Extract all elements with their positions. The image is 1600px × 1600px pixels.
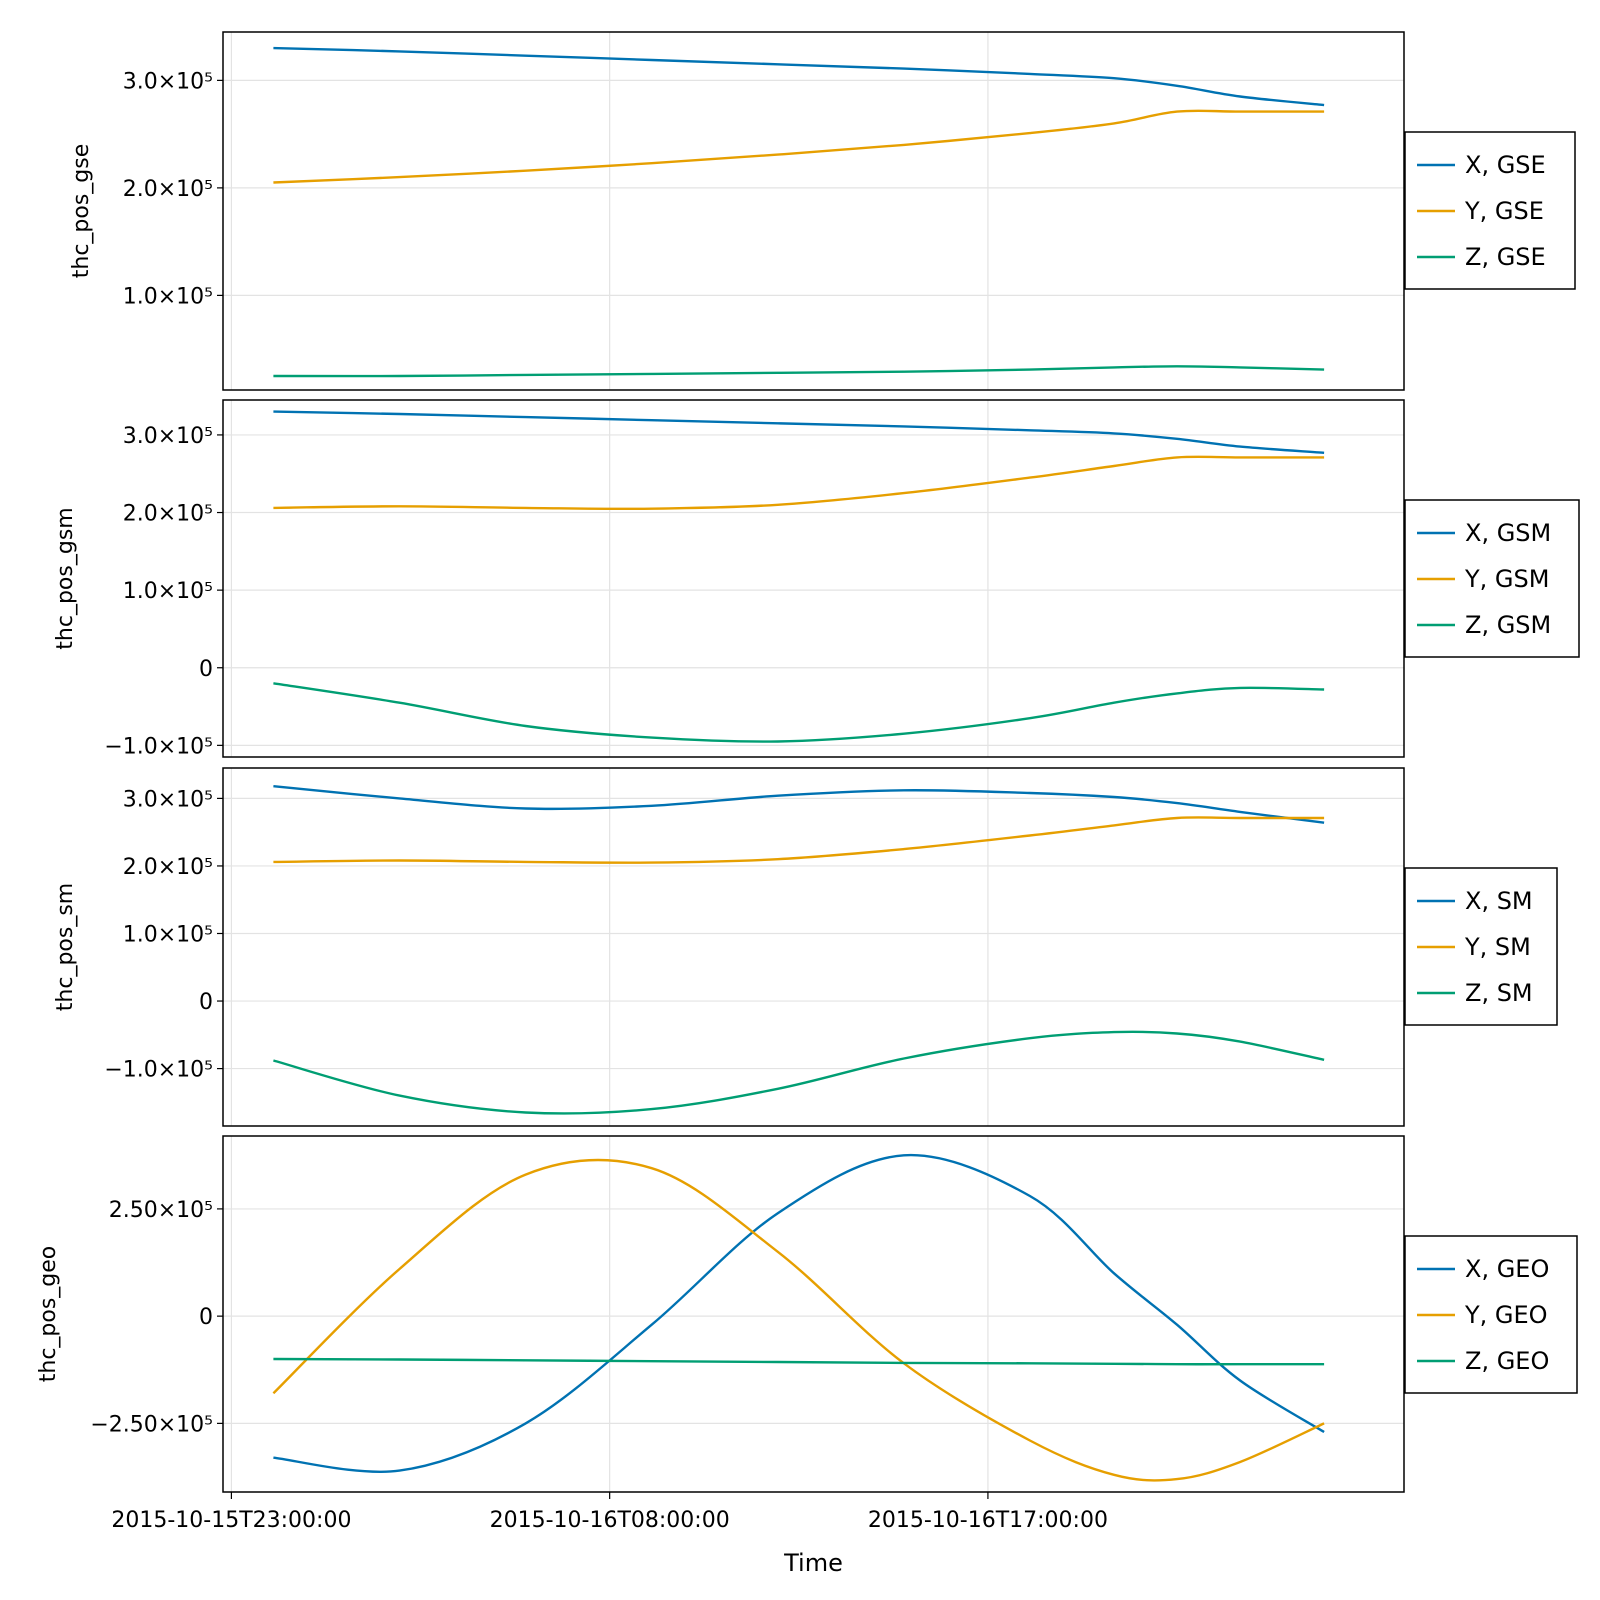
legend-label: X, GEO [1465,1255,1549,1283]
y-tick-label: 2.0×10⁵ [123,855,213,880]
series-line-x-sm [273,785,1325,824]
plot-frame [222,767,1405,1127]
y-tick-label: −1.0×10⁵ [104,1058,213,1083]
y-tick-label: 3.0×10⁵ [123,69,213,94]
legend-label: Z, GSE [1465,243,1546,271]
y-tick-label: 1.0×10⁵ [123,922,213,947]
y-axis-label: thc_pos_gsm [53,507,78,649]
x-tick-label: 2015-10-16T17:00:00 [868,1508,1108,1533]
series-line-y-gsm [273,455,1325,511]
y-tick-label: 3.0×10⁵ [123,424,213,449]
series-line-y-geo [272,1158,1325,1482]
plot-frame [222,31,1405,391]
series-line-z-sm [273,1030,1325,1115]
y-tick-label: 3.0×10⁵ [123,787,213,812]
series-line-x-gse [273,46,1325,107]
series-line-y-sm [273,816,1325,864]
plot-frame [222,1135,1405,1493]
series-line-y-gse [273,109,1325,184]
series-line-z-geo [273,1357,1325,1366]
y-tick-label: 2.0×10⁵ [123,177,213,202]
series-line-x-gsm [273,410,1325,454]
y-axis-label: thc_pos_gse [69,144,94,279]
y-axis-label: thc_pos_sm [53,883,78,1011]
legend-label: Y, GSM [1464,565,1549,593]
legend-label: X, SM [1465,887,1533,915]
legend-label: Z, GSM [1465,611,1551,639]
y-tick-label: 2.50×10⁵ [109,1198,213,1223]
plot-frame [222,399,1405,758]
series-line-x-geo [273,1153,1325,1473]
y-tick-label: 0 [199,1305,213,1330]
legend-label: Y, GEO [1464,1301,1548,1329]
y-tick-label: −1.0×10⁵ [104,734,213,759]
y-tick-label: 0 [199,657,213,682]
x-tick-label: 2015-10-16T08:00:00 [490,1508,730,1533]
legend-label: Y, SM [1464,933,1531,961]
legend-label: Z, SM [1465,979,1533,1007]
x-tick-label: 2015-10-15T23:00:00 [111,1508,351,1533]
legend-label: X, GSE [1465,151,1546,179]
y-tick-label: 1.0×10⁵ [123,284,213,309]
legend-label: Z, GEO [1465,1347,1549,1375]
y-tick-label: 0 [199,990,213,1015]
legend-label: X, GSM [1465,519,1551,547]
x-axis-label: Time [783,1549,843,1577]
y-tick-label: −2.50×10⁵ [90,1412,213,1437]
series-line-z-gse [273,365,1325,378]
series-line-z-gsm [273,682,1325,743]
y-axis-label: thc_pos_geo [36,1246,61,1383]
y-tick-label: 2.0×10⁵ [123,502,213,527]
y-tick-label: 1.0×10⁵ [123,579,213,604]
legend-label: Y, GSE [1464,197,1544,225]
